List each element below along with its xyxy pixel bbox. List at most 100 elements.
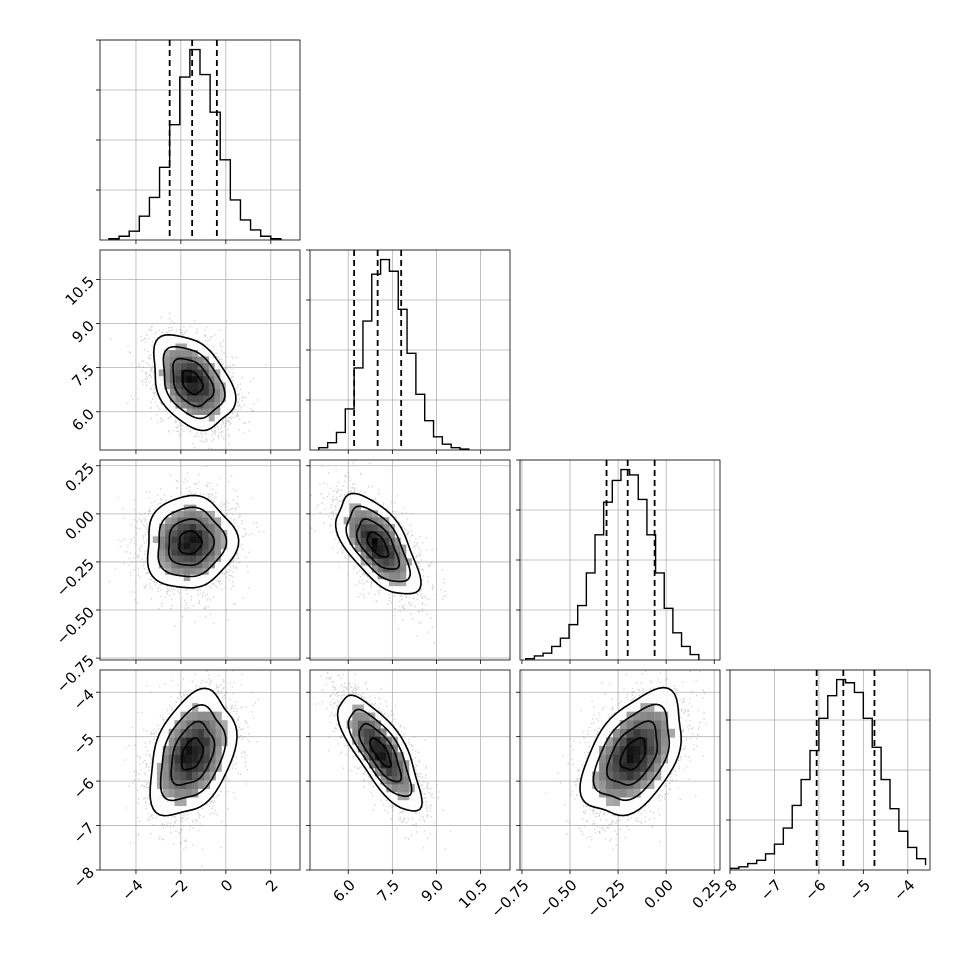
- density-cell: [647, 763, 655, 772]
- density-cell: [626, 754, 634, 764]
- density-cell: [612, 780, 621, 789]
- hist-panel-1: [306, 249, 511, 454]
- density-cell: [633, 711, 641, 721]
- density-cell: [192, 720, 199, 730]
- density-cell: [660, 711, 669, 721]
- x-tick-label: −0.75: [487, 876, 532, 921]
- density-cell: [383, 558, 390, 566]
- density-cell: [371, 517, 378, 525]
- density-cell: [647, 737, 655, 747]
- density-cell: [394, 572, 401, 580]
- x-tick-label: −0.50: [536, 876, 581, 921]
- density-cell: [186, 382, 193, 390]
- density-cell: [388, 551, 395, 559]
- density-cell: [360, 544, 367, 552]
- density-cell: [209, 728, 216, 738]
- density-cell: [366, 544, 373, 552]
- density-cell: [386, 736, 393, 745]
- density-cell: [647, 754, 655, 764]
- density-cell: [397, 760, 404, 769]
- density-cell: [208, 414, 215, 422]
- density-cell: [355, 510, 361, 518]
- contour-level-2: [170, 720, 216, 786]
- density-cell: [189, 510, 197, 518]
- y-tick-label: 9.0: [68, 317, 98, 347]
- density-cell: [214, 517, 222, 524]
- density-cell: [209, 745, 216, 755]
- density-cell: [619, 745, 627, 755]
- density-cell: [208, 523, 215, 531]
- density-cell: [196, 561, 203, 569]
- density-cell: [371, 537, 378, 545]
- density-cell: [654, 771, 662, 781]
- density-cell: [180, 763, 187, 772]
- density-cell: [391, 752, 398, 761]
- x-tick-label: −6: [801, 876, 829, 904]
- density-cell: [660, 754, 669, 764]
- density-cell: [203, 711, 211, 721]
- density-cell: [197, 382, 204, 390]
- density-cell: [599, 754, 607, 764]
- density-cell: [189, 536, 197, 543]
- density-cell: [403, 776, 410, 785]
- density-cell: [640, 720, 648, 730]
- density-cell: [391, 776, 398, 785]
- density-cell: [164, 362, 171, 370]
- x-tick-label: 0: [217, 876, 236, 895]
- density-cell: [175, 369, 182, 377]
- panel-frame: [99, 249, 301, 451]
- density-cell: [357, 744, 364, 753]
- density-cell: [158, 530, 166, 537]
- density-cell: [214, 395, 221, 403]
- density-cell: [165, 517, 172, 524]
- density-cell: [400, 558, 407, 566]
- density-cell: [374, 728, 381, 737]
- contour-level-4: [336, 694, 423, 812]
- density-cell: [605, 737, 614, 747]
- density-cell: [156, 763, 164, 772]
- density-cell: [208, 555, 215, 563]
- density-cell: [208, 536, 215, 543]
- density-cell: [357, 720, 364, 729]
- density-cell: [599, 771, 607, 781]
- density-cell: [391, 784, 398, 793]
- contour-level-2: [358, 722, 403, 783]
- density-cell: [165, 568, 172, 575]
- contour-level-3: [592, 703, 671, 802]
- density-cell: [380, 736, 387, 745]
- density-cell: [647, 720, 655, 730]
- hist-step-3: [730, 678, 927, 870]
- density-cell: [352, 704, 359, 713]
- x-tick-label: −0.25: [584, 876, 629, 921]
- density-cell: [175, 401, 182, 409]
- density-cell: [346, 720, 353, 729]
- panel-frame: [309, 669, 511, 871]
- density-cell: [203, 737, 211, 747]
- density-cell: [369, 720, 376, 729]
- density-cell: [197, 408, 204, 416]
- density-cell: [208, 510, 215, 518]
- density-cell: [214, 375, 221, 383]
- density-cell: [189, 542, 197, 550]
- density-cell: [208, 542, 215, 550]
- density-cell: [197, 356, 204, 364]
- density-cell: [171, 523, 178, 531]
- density-cell: [202, 517, 209, 524]
- density-cell: [171, 510, 178, 518]
- density-cell: [374, 744, 381, 753]
- density-cell: [357, 712, 364, 721]
- density-cell: [592, 780, 600, 789]
- density-cell: [198, 745, 205, 755]
- density-cell: [405, 558, 412, 566]
- density-cell: [189, 555, 197, 563]
- x-tick-label: 9.0: [418, 876, 448, 906]
- density-cell: [209, 737, 216, 747]
- density-cell: [214, 388, 221, 396]
- contour-level-2: [172, 357, 215, 408]
- density-cell: [192, 382, 198, 390]
- density-cell: [220, 536, 228, 543]
- density-cell: [654, 720, 662, 730]
- density-cell: [619, 754, 627, 764]
- density-cell: [394, 558, 401, 566]
- density-cell: [183, 517, 191, 524]
